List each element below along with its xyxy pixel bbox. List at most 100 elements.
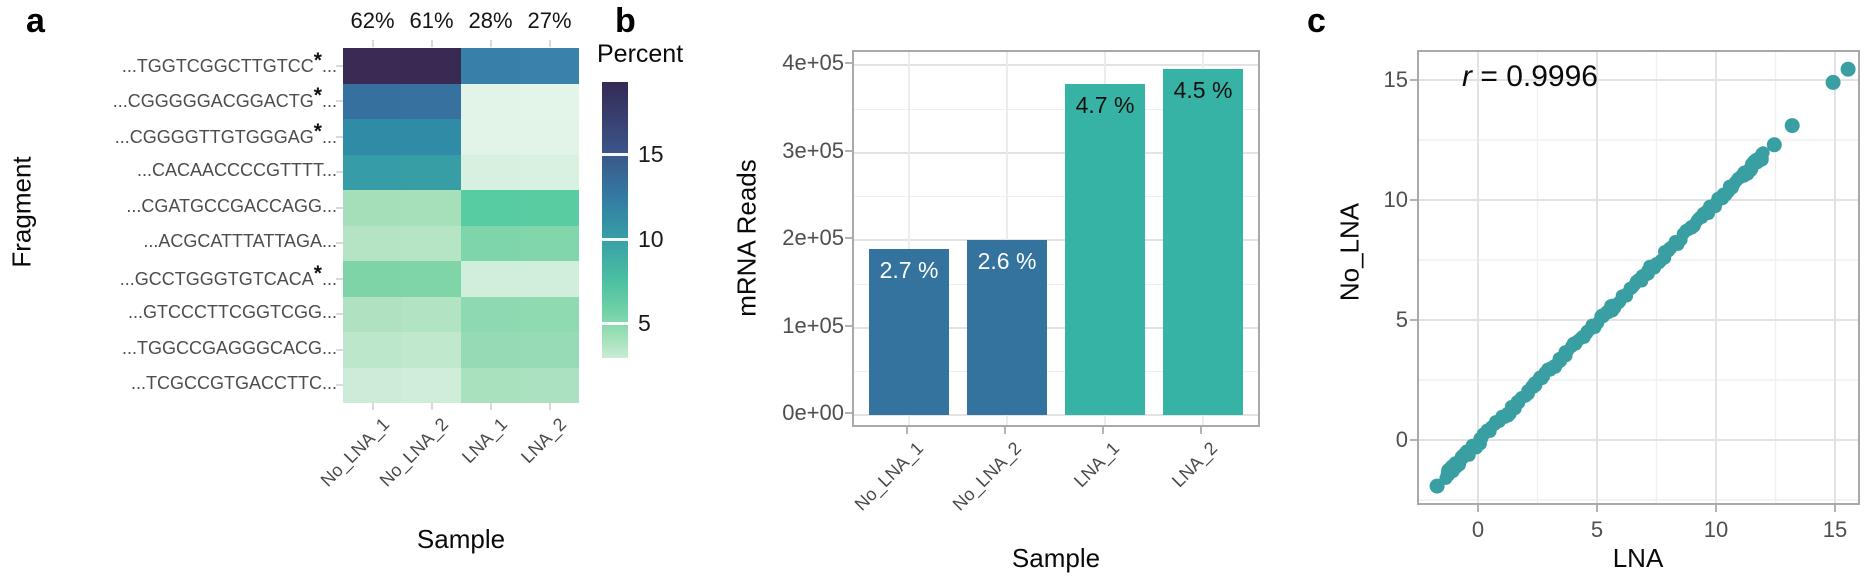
bar-no_lna_1 (869, 248, 949, 415)
heatmap-cell (520, 190, 579, 226)
heatmap-cell (461, 119, 520, 155)
bar-chart-plot-area: 2.7 % 2.6 % 4.7 % 4.5 % (852, 50, 1260, 427)
bar-y-tick (845, 237, 852, 239)
column-percent-label: 61% (409, 8, 454, 33)
heatmap-row-label: ...TGGTCGGCTTGTCC*... (121, 48, 337, 76)
scatter-outlier-point (1766, 137, 1782, 153)
heatmap-cell (520, 332, 579, 368)
heatmap-cell (402, 83, 461, 119)
bar-gridline-major (854, 326, 1258, 329)
heatmap-cell (343, 48, 402, 84)
bar-percent-label: 2.6 % (977, 248, 1037, 274)
scatter-y-tick (1410, 439, 1417, 441)
scatter-y-tick-label: 0 (1395, 427, 1408, 452)
heatmap-cell (402, 296, 461, 332)
heatmap-row-label: ...GCCTGGGTGTCACA*... (119, 261, 337, 289)
panel-c-y-axis-title: No_LNA (1334, 202, 1365, 302)
heatmap-cell (343, 225, 402, 261)
heatmap-left-tick (336, 242, 343, 245)
heatmap-row-label: ...TCGCCGTGACCTTC... (131, 373, 337, 394)
scatter-x-tick (1834, 505, 1836, 512)
bar-gridline-minor (854, 371, 1258, 373)
heatmap-cell (343, 154, 402, 190)
heatmap-top-tick (548, 40, 551, 47)
heatmap-cell (402, 190, 461, 226)
heatmap-cell (461, 332, 520, 368)
scatter-outlier-point (1825, 74, 1841, 90)
heatmap-bottom-tick (489, 403, 492, 410)
heatmap-cell (520, 225, 579, 261)
bar-x-tick (1200, 427, 1202, 434)
correlation-value: = 0.9996 (1472, 60, 1598, 93)
bar-x-tick (906, 427, 908, 434)
scatter-y-tick-label: 10 (1383, 187, 1408, 212)
scatter-y-tick-label: 5 (1395, 307, 1408, 332)
fragment-star-mark: * (313, 119, 322, 143)
heatmap-cell (402, 154, 461, 190)
scatter-x-tick-label: 0 (1471, 517, 1485, 542)
bar-percent-label: 4.5 % (1173, 77, 1233, 104)
heatmap-left-tick (336, 171, 343, 174)
correlation-annotation: r = 0.9996 (1462, 60, 1598, 94)
legend-title: Percent (597, 40, 684, 68)
heatmap-cell (343, 332, 402, 368)
bar-y-tick (845, 62, 852, 64)
scatter-x-tick (1596, 505, 1598, 512)
heatmap-left-tick (336, 313, 343, 316)
scatter-x-tick-label: 15 (1822, 517, 1848, 542)
heatmap-cell (520, 154, 579, 190)
heatmap-cell (402, 48, 461, 84)
bar-sample-label: LNA_1 (1070, 438, 1124, 492)
column-percent-label: 27% (527, 8, 572, 33)
heatmap-cell (402, 367, 461, 403)
heatmap-cell (343, 119, 402, 155)
panel-a-label: a (26, 2, 45, 40)
bar-y-tick-label: 1e+05 (782, 312, 844, 338)
heatmap-bottom-tick (430, 403, 433, 410)
heatmap-cell (520, 83, 579, 119)
bar-gridline-major (854, 151, 1258, 154)
heatmap-sample-label: LNA_1 (457, 414, 511, 468)
heatmap-sample-label: LNA_2 (516, 414, 570, 468)
heatmap-cell (402, 119, 461, 155)
heatmap-top-tick (430, 40, 433, 47)
bar-no_lna_2 (967, 240, 1047, 415)
heatmap-cell (461, 225, 520, 261)
scatter-x-tick-label: 10 (1703, 517, 1729, 542)
scatter-y-tick (1410, 319, 1417, 321)
heatmap-left-tick (336, 384, 343, 387)
heatmap-cell (343, 83, 402, 119)
scatter-x-tick-label: 5 (1590, 517, 1604, 542)
bar-gridline-minor (854, 108, 1258, 110)
scatter-plot-area (1417, 50, 1860, 505)
bar-gridline-minor (854, 283, 1258, 285)
legend-colorbar (602, 82, 628, 358)
bar-sample-label: No_LNA_1 (850, 438, 928, 515)
fragment-star-mark: * (313, 48, 322, 72)
heatmap-cell (520, 367, 579, 403)
heatmap-cell (402, 332, 461, 368)
bar-sample-label: No_LNA_2 (948, 438, 1026, 515)
heatmap-row-label: ...CGGGGTTGTGGGAG*... (114, 119, 337, 147)
bar-y-tick-label: 2e+05 (782, 225, 844, 250)
correlation-r-symbol: r (1462, 60, 1472, 93)
heatmap-cell (461, 190, 520, 226)
scatter-outlier-point (1784, 118, 1800, 134)
fragment-star-mark: * (313, 261, 322, 285)
bar-lna_1 (1065, 84, 1145, 415)
panel-c-x-axis-title: LNA (1612, 543, 1664, 573)
scatter-outlier-point (1429, 478, 1445, 494)
scatter-x-tick (1715, 505, 1717, 512)
heatmap-row-label: ...CGGGGGACGGACTG*... (112, 84, 337, 112)
scatter-outlier-point (1840, 61, 1856, 77)
bar-sample-label: LNA_2 (1168, 438, 1222, 492)
bar-gridline-major (854, 239, 1258, 241)
panel-a-y-axis-title: Fragment (6, 156, 37, 268)
bar-y-tick-label: 4e+05 (782, 50, 844, 75)
panel-c-label: c (1307, 2, 1326, 40)
heatmap-cell (520, 48, 579, 84)
heatmap-cell (343, 190, 402, 226)
heatmap-cell (520, 119, 579, 155)
bar-percent-label: 2.7 % (879, 256, 939, 283)
bar-gridline-major (854, 414, 1258, 416)
